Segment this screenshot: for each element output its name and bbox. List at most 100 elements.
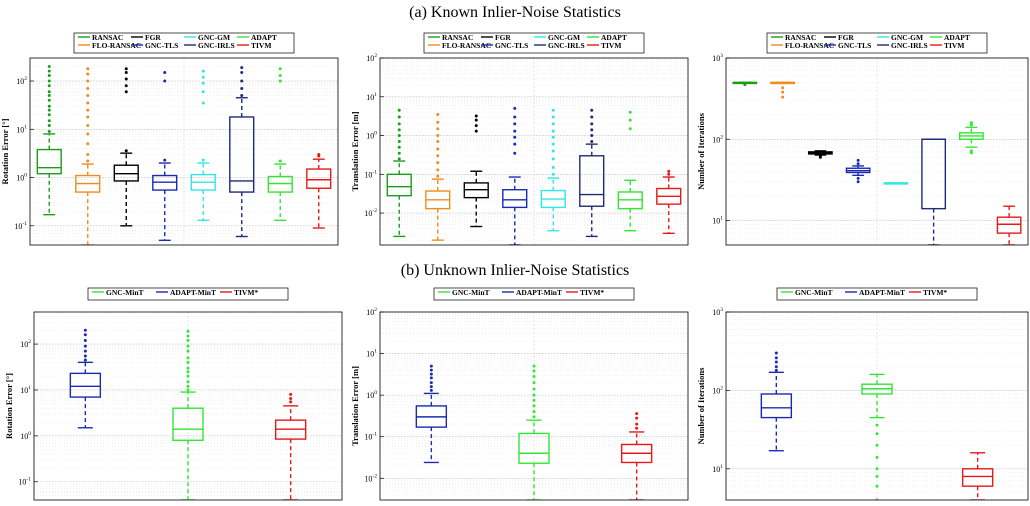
y-tick-label: 101 bbox=[20, 385, 31, 395]
y-tick-exponent: 1 bbox=[374, 349, 377, 355]
outlier-point bbox=[163, 79, 167, 83]
outlier-point bbox=[397, 115, 401, 119]
legend-label: GNC-IRLS bbox=[548, 41, 585, 50]
y-tick-exponent: 0 bbox=[374, 131, 377, 137]
legend-label: FGR bbox=[495, 33, 511, 42]
axes-frame bbox=[33, 311, 343, 501]
y-tick-base: 10 bbox=[712, 308, 720, 317]
y-tick-label: 102 bbox=[366, 53, 377, 63]
box-iqr bbox=[502, 189, 528, 209]
outlier-point bbox=[513, 142, 517, 146]
box-tivm-star bbox=[961, 452, 994, 500]
outlier-point bbox=[289, 392, 293, 396]
legend-box bbox=[87, 287, 289, 301]
y-tick-label: 10-1 bbox=[364, 432, 377, 442]
box-iqr bbox=[996, 216, 1022, 234]
outlier-point bbox=[590, 134, 594, 138]
outlier-point bbox=[83, 354, 87, 358]
outlier-point bbox=[774, 368, 778, 372]
y-axis-label: Number of Iterations bbox=[696, 367, 706, 444]
legend-item-adapt-mint: ADAPT-MinT bbox=[845, 288, 905, 297]
outlier-point bbox=[551, 142, 555, 146]
row-title-known: (a) Known Inlier-Noise Statistics bbox=[409, 4, 621, 21]
legend-item-tivm-star: TIVM* bbox=[220, 288, 258, 297]
legend-label: FLO-RANSAC bbox=[92, 41, 141, 50]
outlier-point bbox=[969, 123, 973, 127]
outlier-point bbox=[474, 118, 478, 122]
outlier-point bbox=[551, 149, 555, 153]
outlier-point bbox=[186, 374, 190, 378]
outlier-point bbox=[86, 72, 90, 76]
box-iqr bbox=[36, 148, 62, 175]
outlier-point bbox=[201, 90, 205, 94]
outlier-point bbox=[551, 108, 555, 112]
y-axis-label: Number of Iterations bbox=[696, 112, 706, 189]
outlier-point bbox=[429, 364, 433, 368]
y-tick-exponent: 2 bbox=[720, 134, 723, 140]
legend-item-tivm-star: TIVM* bbox=[566, 288, 604, 297]
outlier-point bbox=[47, 90, 51, 94]
outlier-point bbox=[240, 94, 244, 98]
y-axis-label: Translation Error [m] bbox=[350, 111, 360, 191]
outlier-point bbox=[86, 101, 90, 105]
row-title-unknown: (b) Unknown Inlier-Noise Statistics bbox=[400, 262, 630, 279]
legend-item-fgr: FGR bbox=[481, 33, 511, 42]
outlier-point bbox=[397, 140, 401, 144]
outlier-point bbox=[201, 158, 205, 162]
outlier-point bbox=[186, 329, 190, 333]
outlier-point bbox=[590, 128, 594, 132]
box-iqr bbox=[579, 155, 605, 207]
outlier-point bbox=[436, 127, 440, 131]
outlier-point bbox=[240, 86, 244, 90]
legend: GNC-MinT ADAPT-MinT TIVM* bbox=[776, 287, 978, 301]
outlier-point bbox=[532, 364, 536, 368]
y-tick-label: 10-1 bbox=[18, 477, 31, 487]
outlier-point bbox=[856, 158, 860, 162]
y-tick-base: 10 bbox=[364, 433, 372, 442]
outlier-point bbox=[875, 432, 879, 436]
legend-item-gnc-irls: GNC-IRLS bbox=[184, 41, 235, 50]
legend-item-tivm: TIVM bbox=[587, 41, 621, 50]
outlier-point bbox=[635, 416, 639, 420]
y-tick-base: 10 bbox=[16, 174, 24, 183]
legend-label: GNC-MinT bbox=[106, 288, 144, 297]
y-tick-base: 10 bbox=[366, 308, 374, 317]
outlier-point bbox=[781, 95, 785, 99]
y-tick-exponent: 2 bbox=[24, 76, 27, 82]
outlier-point bbox=[436, 168, 440, 172]
outlier-point bbox=[47, 74, 51, 78]
legend-label: GNC-GM bbox=[891, 33, 923, 42]
outlier-point bbox=[240, 66, 244, 70]
legend-label: TIVM* bbox=[580, 288, 604, 297]
legend-item-gnc-tls: GNC-TLS bbox=[481, 41, 528, 50]
outlier-point bbox=[856, 180, 860, 184]
legend-label: TIVM bbox=[944, 41, 964, 50]
outlier-point bbox=[590, 122, 594, 126]
outlier-point bbox=[201, 81, 205, 85]
outlier-point bbox=[201, 69, 205, 73]
y-tick-base: 10 bbox=[20, 432, 28, 441]
legend-label: TIVM bbox=[251, 41, 271, 50]
outlier-point bbox=[124, 90, 128, 94]
outlier-point bbox=[86, 67, 90, 71]
legend-box bbox=[73, 32, 295, 54]
outlier-point bbox=[774, 365, 778, 369]
outlier-point bbox=[429, 388, 433, 392]
outlier-point bbox=[186, 388, 190, 392]
y-tick-exponent: 2 bbox=[374, 53, 377, 59]
y-tick-exponent: -1 bbox=[372, 169, 377, 175]
outlier-point bbox=[86, 108, 90, 112]
y-tick-exponent: 0 bbox=[24, 173, 27, 179]
outlier-point bbox=[186, 360, 190, 364]
outlier-point bbox=[635, 412, 639, 416]
outlier-point bbox=[590, 115, 594, 119]
outlier-point bbox=[667, 172, 671, 176]
legend-item-ransac: RANSAC bbox=[771, 33, 816, 42]
boxes bbox=[36, 64, 332, 245]
outlier-point bbox=[289, 397, 293, 401]
outlier-point bbox=[590, 108, 594, 112]
y-tick-label: 102 bbox=[712, 385, 723, 395]
outlier-point bbox=[532, 410, 536, 414]
legend-item-fgr: FGR bbox=[824, 33, 854, 42]
